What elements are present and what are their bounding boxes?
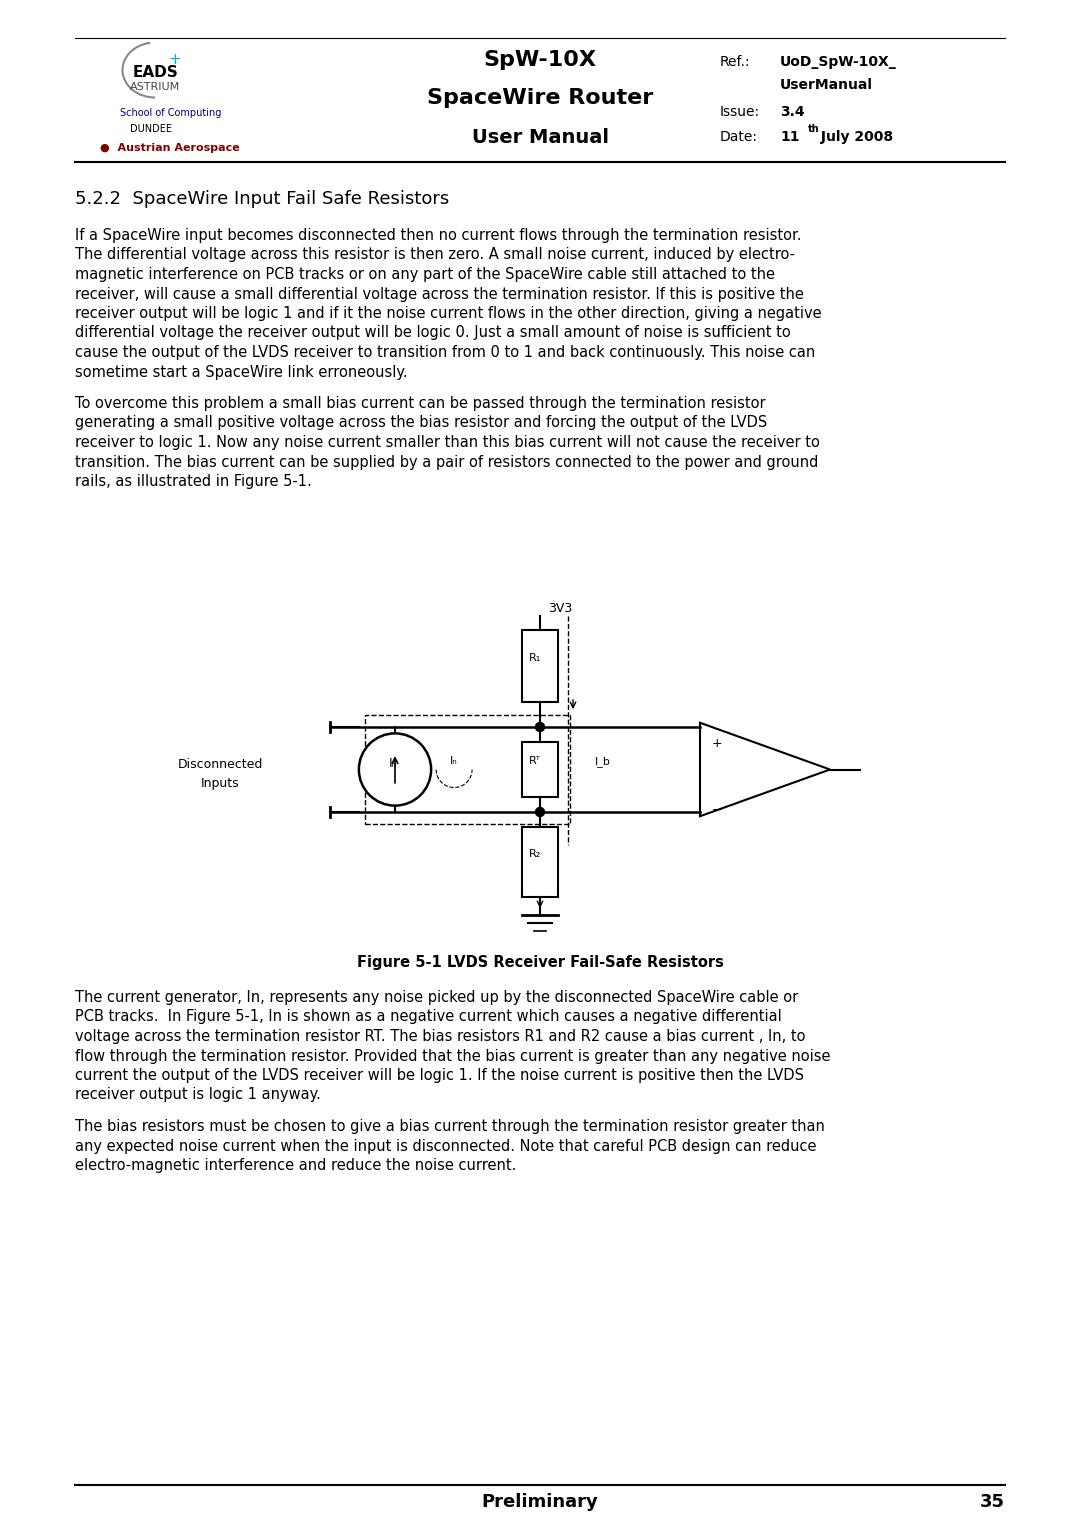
Text: EADS: EADS [132, 66, 178, 79]
Text: 5.2.2  SpaceWire Input Fail Safe Resistors: 5.2.2 SpaceWire Input Fail Safe Resistor… [75, 189, 449, 208]
Text: Rᵀ: Rᵀ [529, 756, 541, 767]
Text: Iₙ: Iₙ [389, 757, 397, 770]
Text: flow through the termination resistor. Provided that the bias current is greater: flow through the termination resistor. P… [75, 1049, 831, 1063]
Text: −: − [712, 805, 723, 817]
Text: School of Computing: School of Computing [120, 108, 221, 118]
Text: magnetic interference on PCB tracks or on any part of the SpaceWire cable still : magnetic interference on PCB tracks or o… [75, 267, 775, 282]
Text: rails, as illustrated in Figure 5-1.: rails, as illustrated in Figure 5-1. [75, 473, 312, 489]
Text: +: + [712, 738, 723, 750]
Text: differential voltage the receiver output will be logic 0. Just a small amount of: differential voltage the receiver output… [75, 325, 791, 341]
Text: 3.4: 3.4 [780, 105, 805, 119]
Text: electro-magnetic interference and reduce the noise current.: electro-magnetic interference and reduce… [75, 1157, 516, 1173]
Text: If a SpaceWire input becomes disconnected then no current flows through the term: If a SpaceWire input becomes disconnecte… [75, 228, 801, 243]
Text: PCB tracks.  In Figure 5-1, In is shown as a negative current which causes a neg: PCB tracks. In Figure 5-1, In is shown a… [75, 1009, 782, 1025]
Text: UoD_SpW-10X_: UoD_SpW-10X_ [780, 55, 896, 69]
Circle shape [536, 808, 544, 817]
Text: generating a small positive voltage across the bias resistor and forcing the out: generating a small positive voltage acro… [75, 415, 767, 431]
Text: Figure 5-1 LVDS Receiver Fail-Safe Resistors: Figure 5-1 LVDS Receiver Fail-Safe Resis… [356, 954, 724, 970]
Text: current the output of the LVDS receiver will be logic 1. If the noise current is: current the output of the LVDS receiver … [75, 1067, 804, 1083]
Text: 35: 35 [980, 1493, 1005, 1512]
Text: DUNDEE: DUNDEE [130, 124, 172, 134]
Text: The current generator, In, represents any noise picked up by the disconnected Sp: The current generator, In, represents an… [75, 989, 798, 1005]
Circle shape [536, 722, 544, 731]
Text: 11: 11 [780, 130, 799, 144]
Text: To overcome this problem a small bias current can be passed through the terminat: To overcome this problem a small bias cu… [75, 395, 766, 411]
Text: July 2008: July 2008 [816, 130, 893, 144]
Text: Iₙ: Iₙ [450, 756, 458, 767]
Text: receiver output will be logic 1 and if it the noise current flows in the other d: receiver output will be logic 1 and if i… [75, 305, 822, 321]
Text: Date:: Date: [720, 130, 758, 144]
Text: Ref.:: Ref.: [720, 55, 751, 69]
Text: R₂: R₂ [529, 849, 541, 860]
Text: Preliminary: Preliminary [482, 1493, 598, 1512]
Text: +: + [168, 52, 181, 67]
Text: cause the output of the LVDS receiver to transition from 0 to 1 and back continu: cause the output of the LVDS receiver to… [75, 345, 815, 360]
Text: any expected noise current when the input is disconnected. Note that careful PCB: any expected noise current when the inpu… [75, 1139, 816, 1153]
Text: I_b: I_b [595, 756, 611, 767]
Text: ●  Austrian Aerospace: ● Austrian Aerospace [100, 144, 240, 153]
Text: receiver to logic 1. Now any noise current smaller than this bias current will n: receiver to logic 1. Now any noise curre… [75, 435, 820, 450]
Text: receiver output is logic 1 anyway.: receiver output is logic 1 anyway. [75, 1087, 321, 1102]
Bar [365, 715, 570, 825]
Text: Inputs: Inputs [201, 777, 240, 791]
Text: sometime start a SpaceWire link erroneously.: sometime start a SpaceWire link erroneou… [75, 365, 407, 380]
Text: User Manual: User Manual [472, 128, 608, 147]
Text: ASTRIUM: ASTRIUM [130, 82, 180, 92]
Text: SpaceWire Router: SpaceWire Router [427, 89, 653, 108]
Text: Issue:: Issue: [720, 105, 760, 119]
Text: receiver, will cause a small differential voltage across the termination resisto: receiver, will cause a small differentia… [75, 287, 804, 301]
Text: R₁: R₁ [529, 654, 541, 663]
Text: SpW-10X: SpW-10X [484, 50, 596, 70]
Text: voltage across the termination resistor RT. The bias resistors R1 and R2 cause a: voltage across the termination resistor … [75, 1029, 806, 1044]
Text: transition. The bias current can be supplied by a pair of resistors connected to: transition. The bias current can be supp… [75, 455, 819, 469]
Text: 3V3: 3V3 [548, 602, 572, 615]
Circle shape [359, 733, 431, 806]
Text: The differential voltage across this resistor is then zero. A small noise curren: The differential voltage across this res… [75, 247, 795, 263]
Text: UserManual: UserManual [780, 78, 873, 92]
Text: th: th [808, 124, 820, 134]
Text: The bias resistors must be chosen to give a bias current through the termination: The bias resistors must be chosen to giv… [75, 1119, 825, 1135]
Text: Disconnected: Disconnected [177, 757, 262, 771]
